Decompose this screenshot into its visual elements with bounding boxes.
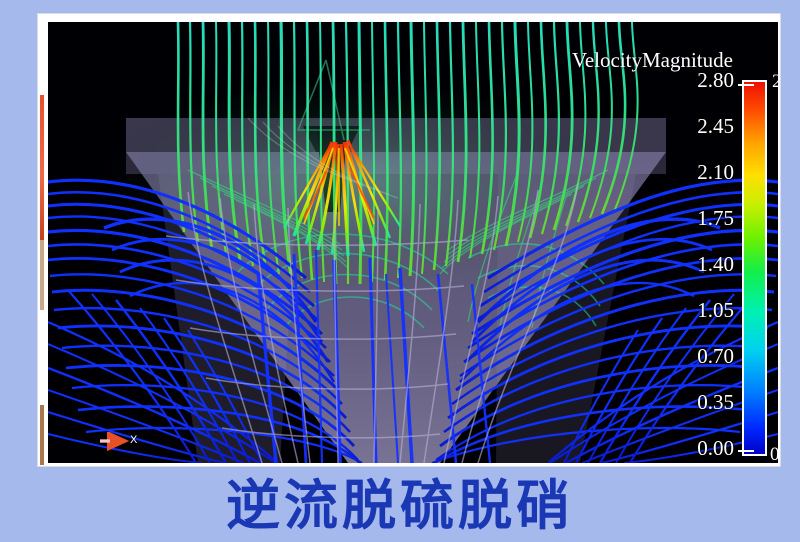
axis-arrow-icon	[100, 430, 130, 452]
frame-left-tan-strip	[40, 240, 44, 310]
colorbar-tick-1: 2.45	[697, 114, 734, 138]
radial-green-filaments	[187, 169, 609, 329]
colorbar-tick-0: 2.80	[697, 68, 734, 92]
caption-bar: 逆流脱硫脱硝	[0, 470, 800, 542]
colorbar-tick-labels: 2.80 2.45 2.10 1.75 1.40 1.05 0.70 0.35 …	[666, 58, 734, 460]
colorbar-tick-4: 1.40	[697, 252, 734, 276]
frame-left-red-strip	[40, 95, 44, 240]
colorbar-data-max-label: 2.74	[772, 71, 778, 92]
falling-jets	[256, 249, 492, 463]
colorbar-tick-3: 1.75	[697, 206, 734, 230]
colorbar-data-min-label: 0.00	[770, 444, 778, 463]
colorbar[interactable]: 2.74 0.00	[738, 58, 778, 463]
nozzle-jets-peak	[303, 167, 375, 219]
spray-streamlines-right	[431, 178, 778, 463]
colorbar-tick-7: 0.35	[697, 390, 734, 414]
colorbar-tick-8: 0.00	[697, 436, 734, 460]
colorbar-title: VelocityMagnitude	[572, 48, 733, 72]
nozzle-jets-hot-core	[303, 147, 375, 226]
colorbar-max-tick	[738, 84, 754, 86]
caption-text: 逆流脱硫脱硝	[226, 474, 574, 537]
axis-x-label: X	[130, 434, 138, 446]
frame-left-lower-tan-strip	[40, 405, 44, 465]
pale-contrails	[247, 117, 399, 199]
cone-internal-streaks	[165, 183, 579, 463]
colorbar-tick-2: 2.10	[697, 160, 734, 184]
orientation-axes-widget[interactable]: X	[100, 430, 160, 463]
streamline-render	[48, 22, 778, 463]
colorbar-tick-5: 1.05	[697, 298, 734, 322]
colorbar-min-tick	[738, 450, 754, 452]
render-viewport[interactable]: VelocityMagnitude 2.80 2.45 2.10 1.75 1.…	[48, 22, 778, 463]
colorbar-tick-6: 0.70	[697, 344, 734, 368]
colorbar-gradient	[742, 80, 767, 456]
downward-streamlines	[176, 22, 639, 285]
